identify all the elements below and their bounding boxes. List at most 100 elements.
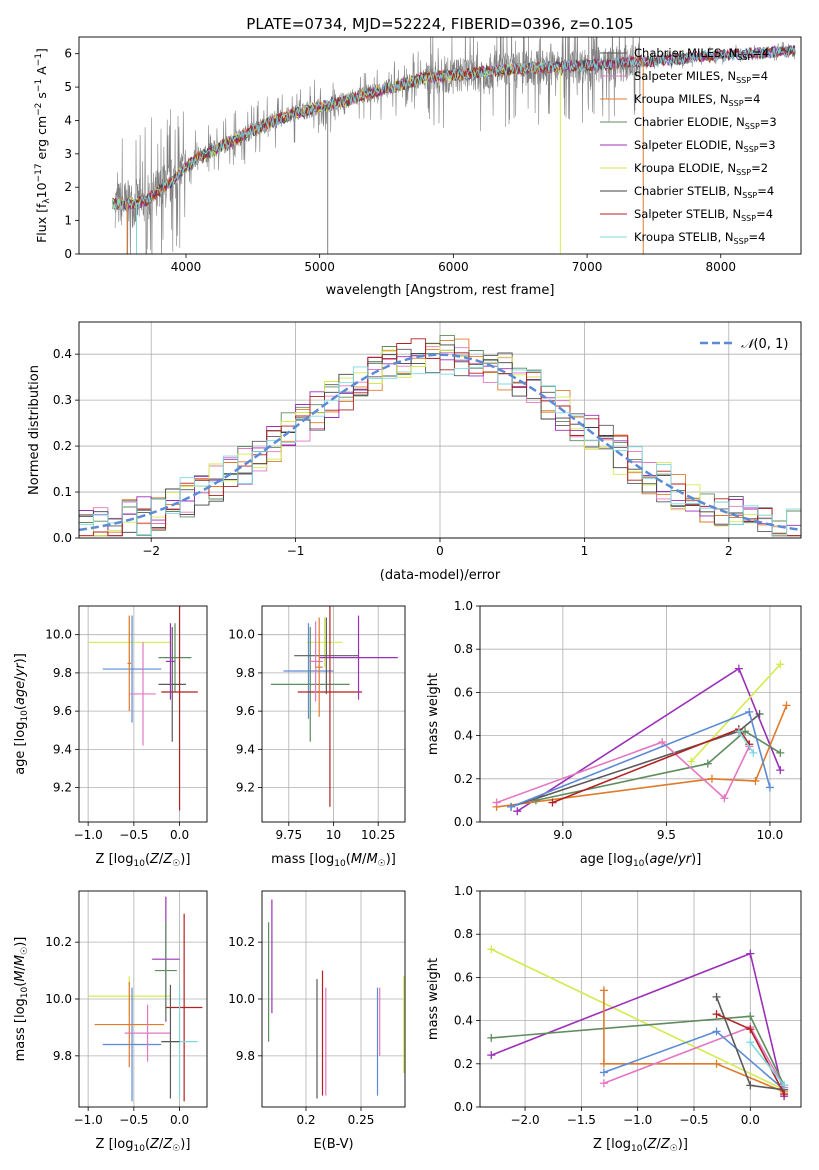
errorbar-points xyxy=(88,606,198,811)
panel-age_vs_mass: 9.75 10 10.25 9.2 9.4 9.6 9.8 10.0 mass [log10(M… xyxy=(228,605,406,869)
y-tick-label: 0.1 xyxy=(53,485,72,499)
weight-marker-7 xyxy=(548,798,557,807)
axes-frame xyxy=(261,890,406,1108)
y-tick-label: 0.0 xyxy=(53,531,72,545)
weight-marker-2 xyxy=(707,774,716,783)
y-tick-label: 0.0 xyxy=(454,1100,473,1114)
x-tick-label: 6000 xyxy=(438,260,469,274)
weight-marker-0 xyxy=(734,664,743,673)
weight-marker-1 xyxy=(776,660,785,669)
legend-entry: Kroupa STELIB, NSSP=4 xyxy=(634,230,765,246)
axes-frame xyxy=(479,605,802,823)
panel-mass_weight_vs_Z: −2.0 −1.5 −1.0 −0.5 0.0 0.0 0.2 0.4 0.6 0.8 1.0 Z [… xyxy=(426,884,802,1154)
weight-marker-5 xyxy=(599,1068,608,1077)
x-tick-label: 2 xyxy=(725,544,733,558)
histogram-lines xyxy=(79,334,801,537)
histogram-step-7 xyxy=(79,338,801,537)
errorbar-points xyxy=(270,606,398,807)
x-axis-label: Z [log10(Z/Z☉)] xyxy=(96,852,191,869)
y-tick-label: 4 xyxy=(64,113,72,127)
x-tick-label: −1.5 xyxy=(567,1113,596,1127)
weight-marker-3 xyxy=(599,986,608,995)
errorbar-points xyxy=(88,896,203,1102)
y-tick-label: 0.8 xyxy=(454,642,473,656)
y-tick-label: 9.8 xyxy=(236,666,255,680)
weight-marker-2 xyxy=(751,776,760,785)
weight-marker-6 xyxy=(745,707,754,716)
legend-entry: Salpeter STELIB, NSSP=4 xyxy=(634,207,773,223)
y-tick-label: 1.0 xyxy=(454,599,473,613)
weight-marker-3 xyxy=(712,1059,721,1068)
weight-marker-5 xyxy=(658,738,667,747)
legend-entry: Chabrier MILES, NSSP=4 xyxy=(634,46,769,62)
y-tick-label: 9.8 xyxy=(53,1049,72,1063)
y-tick-label: 6 xyxy=(64,47,72,61)
y-tick-label: 5 xyxy=(64,80,72,94)
y-tick-label: 9.2 xyxy=(236,781,255,795)
panel-spectrum: 4000 5000 6000 7000 8000 0 1 2 3 4 5 6 wavelength [A… xyxy=(34,36,802,298)
x-axis-label: E(B-V) xyxy=(313,1137,353,1152)
weight-marker-8 xyxy=(749,748,758,757)
x-tick-label: 0 xyxy=(436,544,444,558)
y-tick-label: 0.4 xyxy=(454,1014,473,1028)
x-tick-label: 10.25 xyxy=(361,828,395,842)
weight-marker-8 xyxy=(734,727,743,736)
x-tick-label: 10.0 xyxy=(757,828,784,842)
y-tick-label: 9.6 xyxy=(236,704,255,718)
x-tick-label: 9.5 xyxy=(657,828,676,842)
axes-frame xyxy=(261,605,406,823)
legend-entry: Chabrier ELODIE, NSSP=3 xyxy=(634,115,777,131)
x-tick-label: 0.0 xyxy=(170,1113,189,1127)
y-tick-label: 10.2 xyxy=(45,935,72,949)
y-tick-label: 1.0 xyxy=(454,884,473,898)
x-tick-label: −0.5 xyxy=(119,828,148,842)
weight-marker-2 xyxy=(782,701,791,710)
panel-mass_weight_vs_age: 9.0 9.5 10.0 0.0 0.2 0.4 0.6 0.8 1.0 age [log10(a… xyxy=(426,599,802,869)
x-tick-label: −2.0 xyxy=(510,1113,539,1127)
y-axis-label: mass weight xyxy=(426,673,441,755)
x-tick-label: 5000 xyxy=(304,260,335,274)
legend-entry: Salpeter ELODIE, NSSP=3 xyxy=(634,138,776,154)
y-tick-label: 0.4 xyxy=(53,347,72,361)
y-axis-label: mass weight xyxy=(426,958,441,1040)
y-tick-label: 3 xyxy=(64,147,72,161)
weight-marker-7 xyxy=(780,1090,789,1099)
y-tick-label: 0.0 xyxy=(454,815,473,829)
x-tick-label: −0.5 xyxy=(119,1113,148,1127)
panel-mass_vs_ebv: 0.2 0.25 9.8 10.0 10.2 E(B-V) xyxy=(228,890,406,1152)
weight-marker-6 xyxy=(765,783,774,792)
weight-marker-2 xyxy=(746,1012,755,1021)
y-tick-label: 9.4 xyxy=(236,742,255,756)
weight-line-8 xyxy=(749,1041,785,1086)
weight-marker-6 xyxy=(746,1081,755,1090)
y-tick-label: 0.2 xyxy=(53,439,72,453)
weight-marker-5 xyxy=(492,798,501,807)
x-tick-label: 0.25 xyxy=(348,1113,375,1127)
weight-line-1 xyxy=(690,663,781,763)
weight-marker-2 xyxy=(487,1033,496,1042)
weight-marker-3 xyxy=(599,1059,608,1068)
weight-marker-1 xyxy=(746,949,755,958)
weight-line-5 xyxy=(496,741,750,804)
weight-line-0 xyxy=(490,948,785,1091)
weight-marker-0 xyxy=(487,945,496,954)
panel-age_vs_Z: −1.0 −0.5 0.0 9.2 9.4 9.6 9.8 10.0 Z [log10(Z/Z☉… xyxy=(13,605,208,869)
x-tick-label: 0.2 xyxy=(296,1113,315,1127)
y-axis-label: mass [log10(M/M☉)] xyxy=(13,937,30,1062)
weight-line-7 xyxy=(552,728,750,804)
y-tick-label: 0.8 xyxy=(454,927,473,941)
y-tick-label: 0 xyxy=(64,247,72,261)
x-tick-label: 0.0 xyxy=(170,828,189,842)
histogram-step-8 xyxy=(79,361,801,537)
legend-entry: Chabrier STELIB, NSSP=4 xyxy=(634,184,774,200)
x-tick-label: 1 xyxy=(581,544,589,558)
weight-marker-0 xyxy=(776,766,785,775)
panel-mass_vs_Z: −1.0 −0.5 0.0 9.8 10.0 10.2 Z [log10(Z/Z☉)] mas… xyxy=(13,890,208,1154)
axes-frame xyxy=(78,321,802,539)
y-axis-label: age [log10(age/yr)] xyxy=(13,653,30,775)
panel-residual_hist: −2 −1 0 1 2 0.0 0.1 0.2 0.3 0.4 (data-model)/error… xyxy=(27,321,802,583)
weight-marker-4 xyxy=(599,1079,608,1088)
axes-frame xyxy=(78,605,208,823)
weight-lines xyxy=(492,660,791,816)
x-tick-label: 8000 xyxy=(706,260,737,274)
